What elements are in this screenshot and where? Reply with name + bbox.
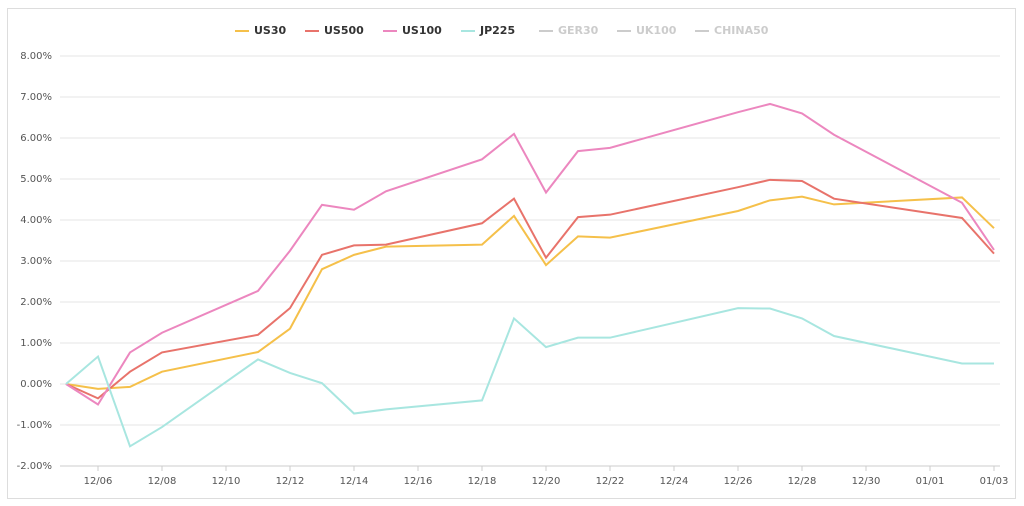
x-tick-label: 12/12: [276, 476, 305, 487]
x-tick-label: 12/16: [404, 476, 433, 487]
legend-label[interactable]: JP225: [479, 24, 515, 37]
series-line: [65, 195, 995, 390]
series-line: [65, 178, 995, 400]
y-tick-label: 4.00%: [20, 215, 52, 226]
x-tick-label: 12/30: [852, 476, 881, 487]
x-tick-label: 12/08: [148, 476, 177, 487]
series-line: [65, 307, 994, 448]
x-tick-label: 12/24: [660, 476, 689, 487]
x-tick-label: 12/26: [724, 476, 753, 487]
legend-label[interactable]: UK100: [636, 24, 677, 37]
y-tick-label: -1.00%: [17, 420, 52, 431]
legend-label[interactable]: US100: [402, 24, 442, 37]
x-tick-label: 12/14: [340, 476, 369, 487]
y-tick-label: 0.00%: [20, 379, 52, 390]
y-tick-label: 6.00%: [20, 133, 52, 144]
y-tick-label: 5.00%: [20, 174, 52, 185]
y-tick-label: -2.00%: [17, 461, 52, 472]
y-tick-label: 3.00%: [20, 256, 52, 267]
x-tick-label: 01/03: [980, 476, 1009, 487]
series-line: [65, 102, 995, 406]
x-tick-label: 12/28: [788, 476, 817, 487]
x-tick-label: 12/06: [84, 476, 113, 487]
x-tick-label: 12/22: [596, 476, 625, 487]
legend-label[interactable]: GER30: [558, 24, 599, 37]
x-tick-label: 01/01: [916, 476, 945, 487]
legend-label[interactable]: US500: [324, 24, 364, 37]
x-tick-label: 12/18: [468, 476, 497, 487]
x-tick-label: 12/10: [212, 476, 241, 487]
legend-label[interactable]: US30: [254, 24, 287, 37]
y-tick-label: 1.00%: [20, 338, 52, 349]
y-tick-label: 7.00%: [20, 92, 52, 103]
y-tick-label: 2.00%: [20, 297, 52, 308]
y-tick-label: 8.00%: [20, 51, 52, 62]
legend-label[interactable]: CHINA50: [714, 24, 769, 37]
x-tick-label: 12/20: [532, 476, 561, 487]
